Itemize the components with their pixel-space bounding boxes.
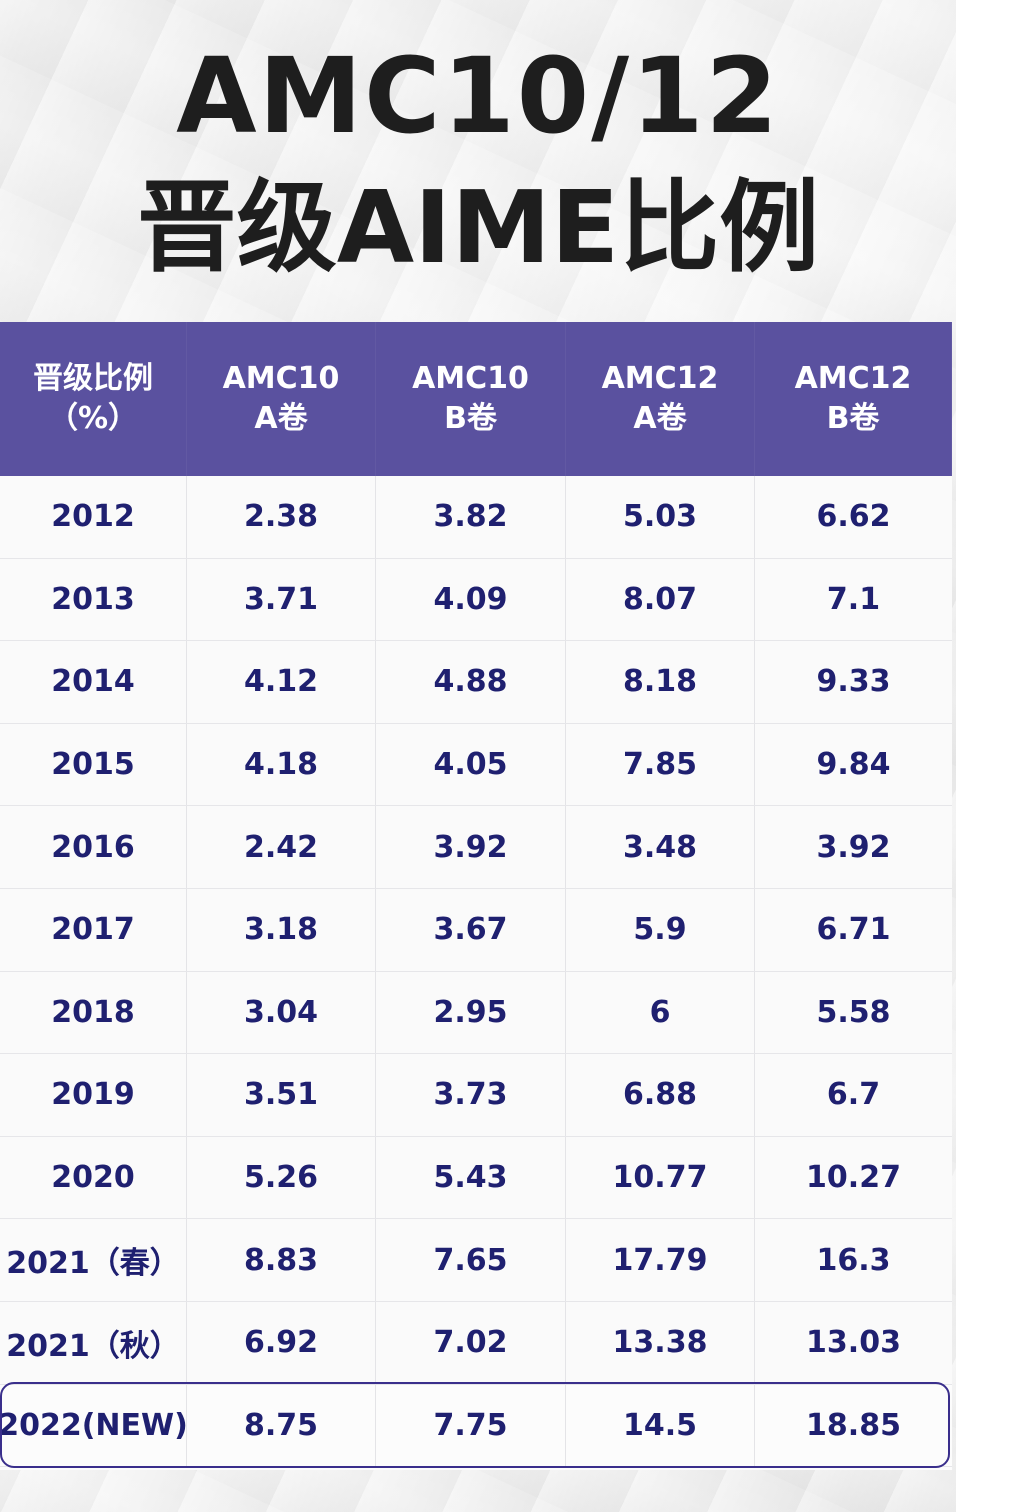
amc12b-cell: 5.58 xyxy=(816,994,891,1030)
amc12a-cell: 3.48 xyxy=(566,806,755,888)
header-sublabel: A卷 xyxy=(254,401,308,436)
header-cell-amc10b: AMC10 B卷 xyxy=(376,322,567,476)
amc10a-cell: 4.12 xyxy=(187,641,376,723)
amc10b-cell: 4.88 xyxy=(376,641,566,723)
amc12a-cell: 5.9 xyxy=(566,888,755,971)
amc10a-cell: 6.92 xyxy=(187,1301,376,1384)
header-label: AMC12 xyxy=(794,361,912,396)
amc10b-cell: 7.75 xyxy=(376,1384,566,1467)
amc12b-cell: 13.03 xyxy=(806,1325,901,1361)
amc10b-cell: 7.65 xyxy=(376,1219,566,1301)
table-row: 2019 3.51 3.73 6.88 6.7 xyxy=(0,1054,952,1137)
amc10a-cell: 2.38 xyxy=(187,476,376,558)
amc10b-cell: 3.92 xyxy=(376,806,566,888)
amc12a-cell: 8.18 xyxy=(566,641,755,723)
amc10b-cell: 2.95 xyxy=(376,971,566,1054)
amc12a-cell: 14.5 xyxy=(566,1384,755,1467)
amc12a-cell: 13.38 xyxy=(566,1301,755,1384)
amc10b-cell: 4.05 xyxy=(376,723,566,806)
header-label: 晋级比例 xyxy=(33,361,153,396)
amc10a-cell: 3.51 xyxy=(187,1054,376,1136)
amc12b-cell: 6.71 xyxy=(816,912,891,948)
year-cell: 2021（秋） xyxy=(0,1301,187,1384)
year-cell: 2012 xyxy=(0,476,187,558)
amc12b-cell: 9.84 xyxy=(816,747,891,783)
amc10a-cell: 5.26 xyxy=(187,1136,376,1219)
year-cell: 2021（春） xyxy=(0,1219,187,1301)
amc12a-cell: 10.77 xyxy=(566,1136,755,1219)
table-row-highlighted: 2022(NEW) 8.75 7.75 14.5 18.85 xyxy=(0,1384,952,1468)
amc12b-cell: 6.7 xyxy=(826,1077,881,1113)
amc12b-cell: 3.92 xyxy=(816,829,891,865)
amc12b-cell: 10.27 xyxy=(806,1160,901,1196)
amc10a-cell: 8.75 xyxy=(187,1384,376,1467)
table-row: 2021（秋） 6.92 7.02 13.38 13.03 xyxy=(0,1301,952,1385)
year-cell: 2020 xyxy=(0,1136,187,1219)
year-cell: 2022(NEW) xyxy=(0,1384,188,1467)
amc10a-cell: 3.18 xyxy=(187,888,376,971)
amc12b-cell: 9.33 xyxy=(816,664,891,700)
amc10b-cell: 3.82 xyxy=(376,476,566,558)
header-label: AMC10 xyxy=(412,361,529,396)
table-row: 2018 3.04 2.95 6 5.58 xyxy=(0,971,952,1055)
amc12b-cell: 18.85 xyxy=(806,1407,901,1443)
amc12a-cell: 7.85 xyxy=(566,723,755,806)
table-row: 2016 2.42 3.92 3.48 3.92 xyxy=(0,806,952,889)
amc12a-cell: 17.79 xyxy=(566,1219,755,1301)
table-row: 2013 3.71 4.09 8.07 7.1 xyxy=(0,558,952,642)
header-label: AMC12 xyxy=(601,361,719,396)
amc12b-cell: 7.1 xyxy=(826,581,881,617)
amc12b-cell: 16.3 xyxy=(816,1242,891,1278)
amc10a-cell: 4.18 xyxy=(187,723,376,806)
header-cell-ratio: 晋级比例 （%） xyxy=(0,322,188,476)
table-row: 2021（春） 8.83 7.65 17.79 16.3 xyxy=(0,1219,952,1302)
table-row: 2017 3.18 3.67 5.9 6.71 xyxy=(0,888,952,972)
amc10a-cell: 2.42 xyxy=(187,806,376,888)
table-header-row: 晋级比例 （%） AMC10 A卷 AMC10 B卷 AMC12 A卷 AMC1… xyxy=(0,322,952,476)
amc12a-cell: 6 xyxy=(566,971,755,1054)
amc10b-cell: 4.09 xyxy=(376,558,566,641)
amc12a-cell: 8.07 xyxy=(566,558,755,641)
amc10b-cell: 3.73 xyxy=(376,1054,566,1136)
page-title-line2: 晋级AIME比例 xyxy=(136,169,820,286)
year-cell: 2015 xyxy=(0,723,187,806)
amc12a-cell: 5.03 xyxy=(566,476,755,558)
header-sublabel: B卷 xyxy=(826,401,880,436)
amc10b-cell: 3.67 xyxy=(376,888,566,971)
year-cell: 2013 xyxy=(0,558,187,641)
year-cell: 2018 xyxy=(0,971,187,1054)
table-row: 2012 2.38 3.82 5.03 6.62 xyxy=(0,476,952,559)
year-cell: 2014 xyxy=(0,641,187,723)
table-row: 2014 4.12 4.88 8.18 9.33 xyxy=(0,641,952,724)
page-title-line1: AMC10/12 xyxy=(176,35,780,157)
header-sublabel: （%） xyxy=(47,401,139,436)
aime-ratio-table: 晋级比例 （%） AMC10 A卷 AMC10 B卷 AMC12 A卷 AMC1… xyxy=(0,322,952,1468)
amc10a-cell: 3.71 xyxy=(187,558,376,641)
header-sublabel: B卷 xyxy=(444,401,497,436)
header-cell-amc10a: AMC10 A卷 xyxy=(187,322,377,476)
table-row: 2015 4.18 4.05 7.85 9.84 xyxy=(0,723,952,807)
year-cell: 2019 xyxy=(0,1054,187,1136)
amc12b-cell: 6.62 xyxy=(816,499,891,535)
year-cell: 2016 xyxy=(0,806,187,888)
header-cell-amc12b: AMC12 B卷 xyxy=(755,322,952,476)
highlight-row-background xyxy=(0,1384,952,1470)
amc10b-cell: 7.02 xyxy=(376,1301,566,1384)
header-label: AMC10 xyxy=(222,361,340,396)
amc10a-cell: 8.83 xyxy=(187,1219,376,1301)
header-sublabel: A卷 xyxy=(633,401,687,436)
amc10a-cell: 3.04 xyxy=(187,971,376,1054)
table-row: 2020 5.26 5.43 10.77 10.27 xyxy=(0,1136,952,1220)
amc12a-cell: 6.88 xyxy=(566,1054,755,1136)
year-cell: 2017 xyxy=(0,888,187,971)
amc10b-cell: 5.43 xyxy=(376,1136,566,1219)
header-cell-amc12a: AMC12 A卷 xyxy=(566,322,756,476)
